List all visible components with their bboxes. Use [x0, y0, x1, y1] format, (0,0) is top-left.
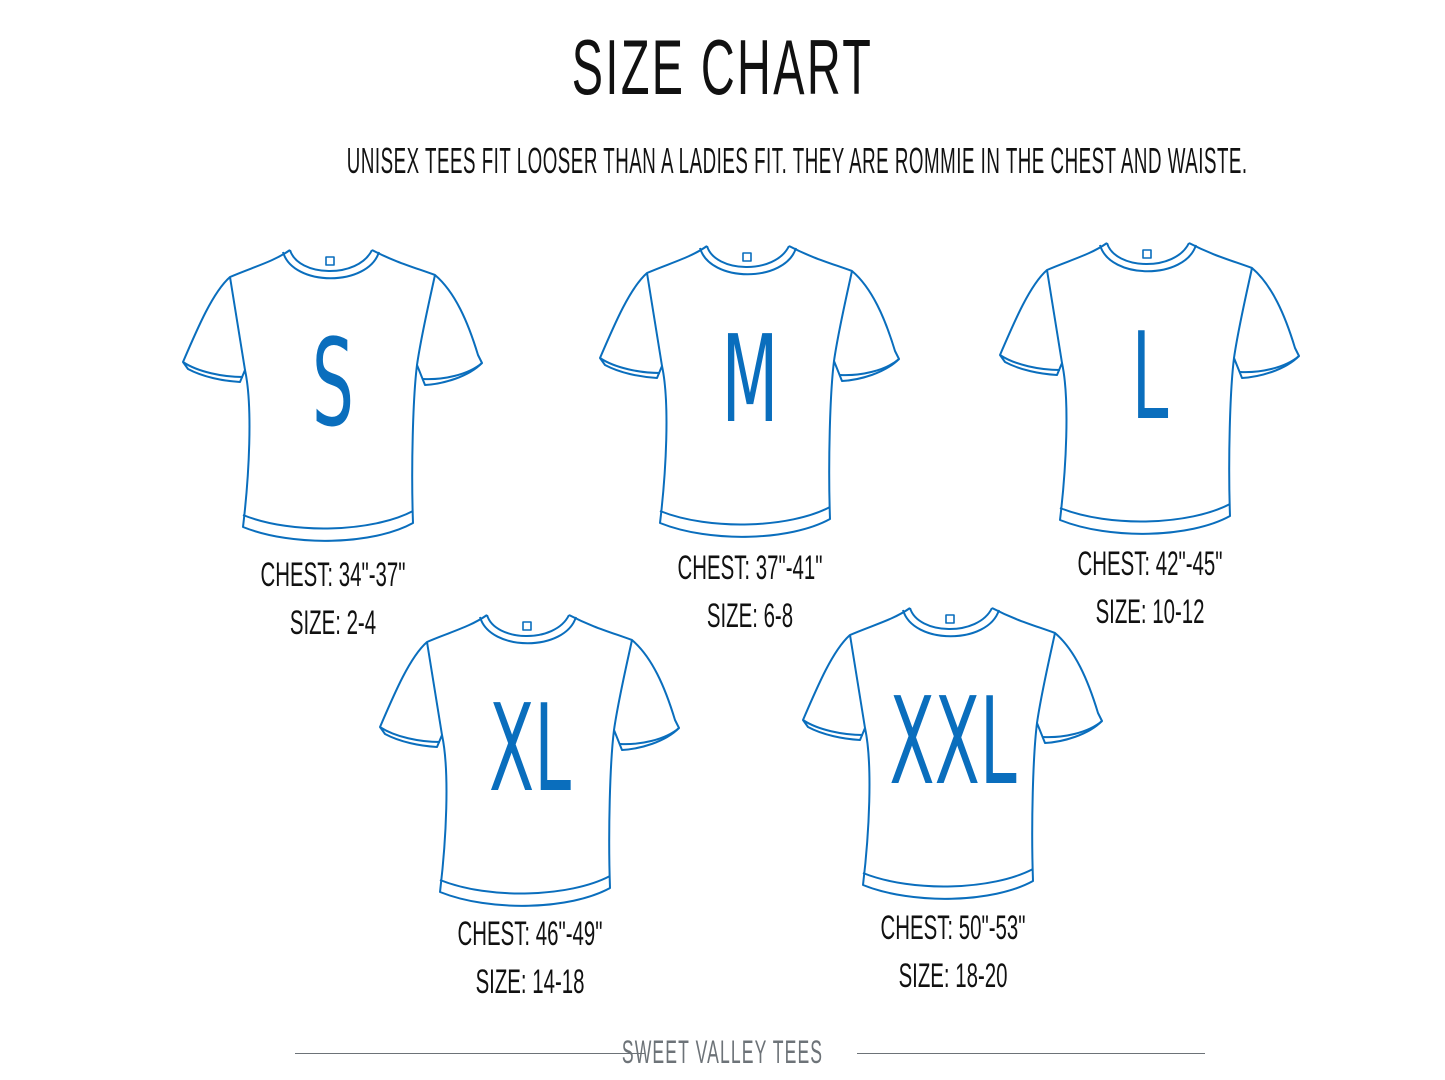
tshirt-outline-icon [802, 607, 1103, 900]
page-title: SIZE CHART [571, 23, 874, 111]
size-letter: M [721, 311, 779, 450]
youth-size-range: SIZE: 6-8 [706, 597, 794, 635]
size-letter: XL [489, 680, 571, 819]
size-letter: S [312, 315, 354, 454]
youth-size-range: SIZE: 2-4 [289, 604, 377, 642]
chest-measurement: CHEST: 46"-49" [457, 915, 603, 953]
tshirt-size-l: L [999, 240, 1300, 535]
subtitle: UNISEX TEES FIT LOOSER THAN A LADIES FIT… [346, 140, 1248, 181]
tshirt-outline-icon [182, 249, 483, 542]
tshirt-size-s: S [182, 247, 483, 542]
chest-measurement: CHEST: 50"-53" [880, 909, 1026, 947]
tshirt-outline-icon [999, 242, 1300, 535]
size-letter: XXL [889, 673, 1017, 812]
youth-size-range: SIZE: 18-20 [898, 957, 1008, 995]
chest-measurement: CHEST: 34"-37" [260, 556, 406, 594]
footer-divider-right [857, 1053, 1205, 1054]
tshirt-outline-icon [599, 245, 900, 538]
tshirt-size-xl: XL [379, 612, 680, 907]
chest-measurement: CHEST: 37"-41" [677, 549, 823, 587]
tshirt-size-xxl: XXL [802, 605, 1103, 900]
tshirt-outline-icon [379, 614, 680, 907]
chest-measurement: CHEST: 42"-45" [1077, 545, 1223, 583]
youth-size-range: SIZE: 14-18 [475, 963, 585, 1001]
footer-divider-left [295, 1053, 645, 1054]
tshirt-size-m: M [599, 243, 900, 538]
youth-size-range: SIZE: 10-12 [1095, 593, 1205, 631]
size-letter: L [1131, 308, 1169, 447]
brand-footer: SWEET VALLEY TEES [621, 1034, 824, 1070]
